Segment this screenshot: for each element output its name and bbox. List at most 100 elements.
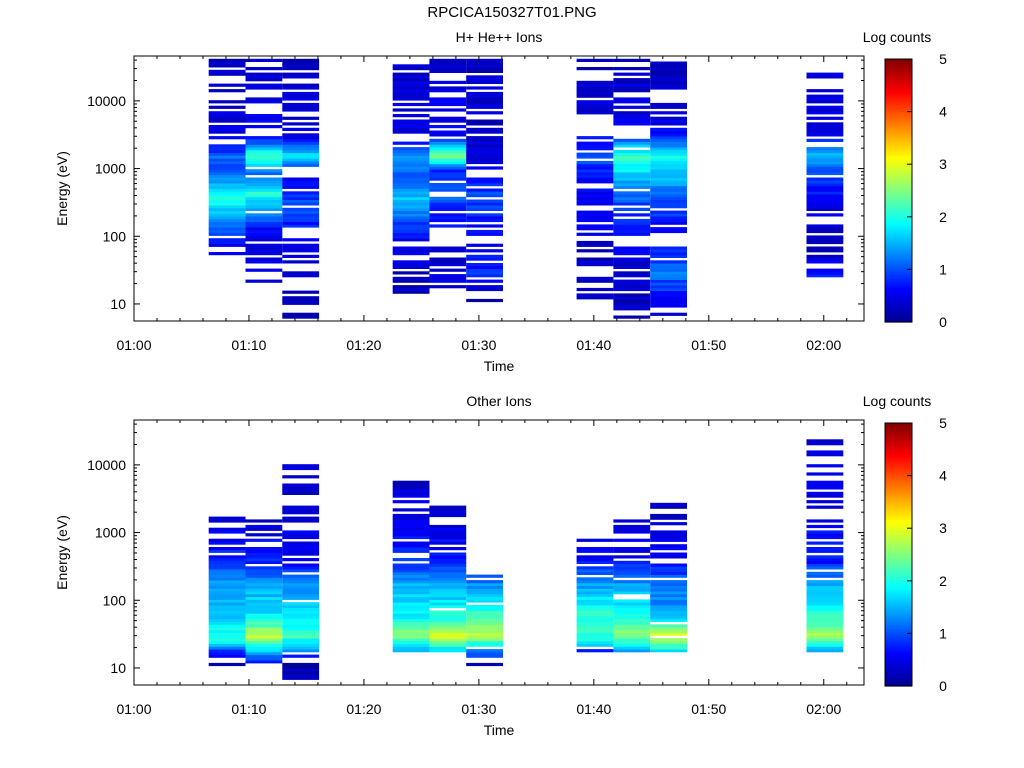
heatmap-cell: [576, 547, 614, 551]
heatmap-cell: [392, 185, 430, 189]
heatmap-cell: [282, 61, 320, 65]
heatmap-cell: [392, 627, 430, 631]
y-tick-label: 100: [103, 228, 127, 244]
heatmap-cell: [282, 574, 320, 578]
heatmap-cell: [429, 133, 467, 137]
heatmap-cell: [613, 585, 651, 589]
heatmap-cell: [208, 174, 246, 178]
heatmap-cell: [806, 254, 844, 258]
heatmap-cell: [282, 260, 320, 264]
panel-title: Other Ions: [466, 393, 531, 409]
heatmap-cell: [429, 138, 467, 142]
heatmap-cell: [613, 304, 651, 308]
colorbar-segment: [885, 442, 912, 446]
heatmap-cell: [806, 72, 844, 76]
heatmap-cell: [806, 602, 844, 606]
heatmap-cell: [245, 144, 283, 148]
heatmap-cell: [429, 613, 467, 617]
heatmap-cell: [208, 585, 246, 589]
heatmap-cell: [650, 227, 687, 231]
heatmap-cells: [208, 439, 844, 680]
heatmap-cell: [576, 191, 614, 195]
heatmap-cell: [245, 75, 283, 79]
heatmap-cell: [576, 100, 614, 104]
heatmap-cell: [429, 511, 467, 515]
heatmap-cell: [282, 274, 320, 278]
heatmap-cell: [466, 574, 503, 578]
heatmap-cell: [245, 136, 283, 140]
heatmap-cell: [613, 574, 651, 578]
heatmap-cell: [245, 238, 283, 242]
heatmap-cell: [613, 519, 651, 523]
heatmap-cell: [650, 591, 687, 595]
heatmap-cell: [806, 111, 844, 115]
colorbar-segment: [885, 464, 912, 468]
heatmap-cell: [576, 177, 614, 181]
y-tick-label: 10: [110, 296, 126, 312]
heatmap-cell: [650, 602, 687, 606]
heatmap-cell: [806, 207, 844, 211]
heatmap-cell: [392, 155, 430, 159]
heatmap-cell: [429, 147, 467, 151]
heatmap-cell: [466, 149, 503, 154]
heatmap-cell: [806, 166, 844, 170]
heatmap-cell: [392, 607, 430, 611]
heatmap-cell: [576, 560, 614, 564]
colorbar-segment: [885, 613, 912, 617]
heatmap-cell: [282, 544, 320, 548]
colorbar-segment: [885, 547, 912, 551]
heatmap-cell: [392, 160, 430, 165]
heatmap-cell: [245, 618, 283, 622]
heatmap-cell: [613, 199, 651, 203]
heatmap-cell: [208, 180, 246, 184]
heatmap-cell: [466, 635, 503, 639]
heatmap-cell: [392, 530, 430, 534]
heatmap-cell: [466, 102, 503, 107]
heatmap-cell: [576, 91, 614, 96]
heatmap-cell: [245, 624, 283, 628]
colorbar-segment: [885, 221, 912, 224]
heatmap-cell: [392, 149, 430, 154]
colorbar-segment: [885, 675, 912, 678]
heatmap-cell: [245, 596, 283, 600]
heatmap-cell: [392, 640, 430, 644]
heatmap-cell: [806, 194, 844, 198]
heatmap-cell: [650, 285, 687, 289]
heatmap-cell: [806, 108, 844, 112]
heatmap-cell: [392, 593, 430, 598]
heatmap-cell: [806, 138, 844, 142]
heatmap-cell: [282, 163, 320, 167]
heatmap-cell: [806, 566, 844, 570]
heatmap-cell: [429, 646, 467, 650]
heatmap-cell: [806, 442, 844, 446]
heatmap-cell: [576, 58, 614, 62]
heatmap-cell: [576, 216, 614, 220]
colorbar-segment: [885, 249, 912, 253]
heatmap-cell: [576, 566, 614, 570]
heatmap-cell: [613, 580, 651, 584]
heatmap-cell: [613, 141, 651, 145]
colorbar-segment: [885, 563, 912, 567]
heatmap-cell: [245, 152, 283, 156]
heatmap-cell: [466, 213, 503, 217]
heatmap-cell: [208, 566, 246, 570]
heatmap-cell: [466, 621, 503, 625]
heatmap-cell: [806, 505, 844, 509]
heatmap-cell: [282, 155, 320, 159]
colorbar-segment: [885, 306, 912, 310]
heatmap-cell: [208, 549, 246, 553]
heatmap-cell: [576, 210, 614, 214]
y-tick-label: 1000: [95, 525, 126, 541]
heatmap-cell: [282, 296, 320, 300]
heatmap-cell: [429, 152, 467, 156]
colorbar-segment: [885, 85, 912, 89]
heatmap-cell: [429, 61, 467, 65]
heatmap-cell: [429, 574, 467, 578]
heatmap-cell: [806, 171, 844, 176]
heatmap-cell: [282, 464, 320, 468]
heatmap-cell: [392, 235, 430, 239]
heatmap-cell: [613, 566, 651, 570]
heatmap-cell: [282, 315, 320, 319]
heatmap-cell: [576, 218, 614, 223]
heatmap-cell: [613, 111, 651, 115]
